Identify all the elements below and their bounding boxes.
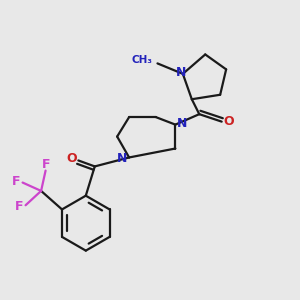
Text: F: F	[42, 158, 50, 171]
Text: CH₃: CH₃	[132, 56, 153, 65]
Text: F: F	[15, 200, 23, 213]
Text: O: O	[223, 115, 233, 128]
Text: N: N	[117, 152, 128, 165]
Text: O: O	[67, 152, 77, 166]
Text: N: N	[177, 117, 187, 130]
Text: F: F	[12, 175, 20, 188]
Text: N: N	[176, 66, 187, 79]
